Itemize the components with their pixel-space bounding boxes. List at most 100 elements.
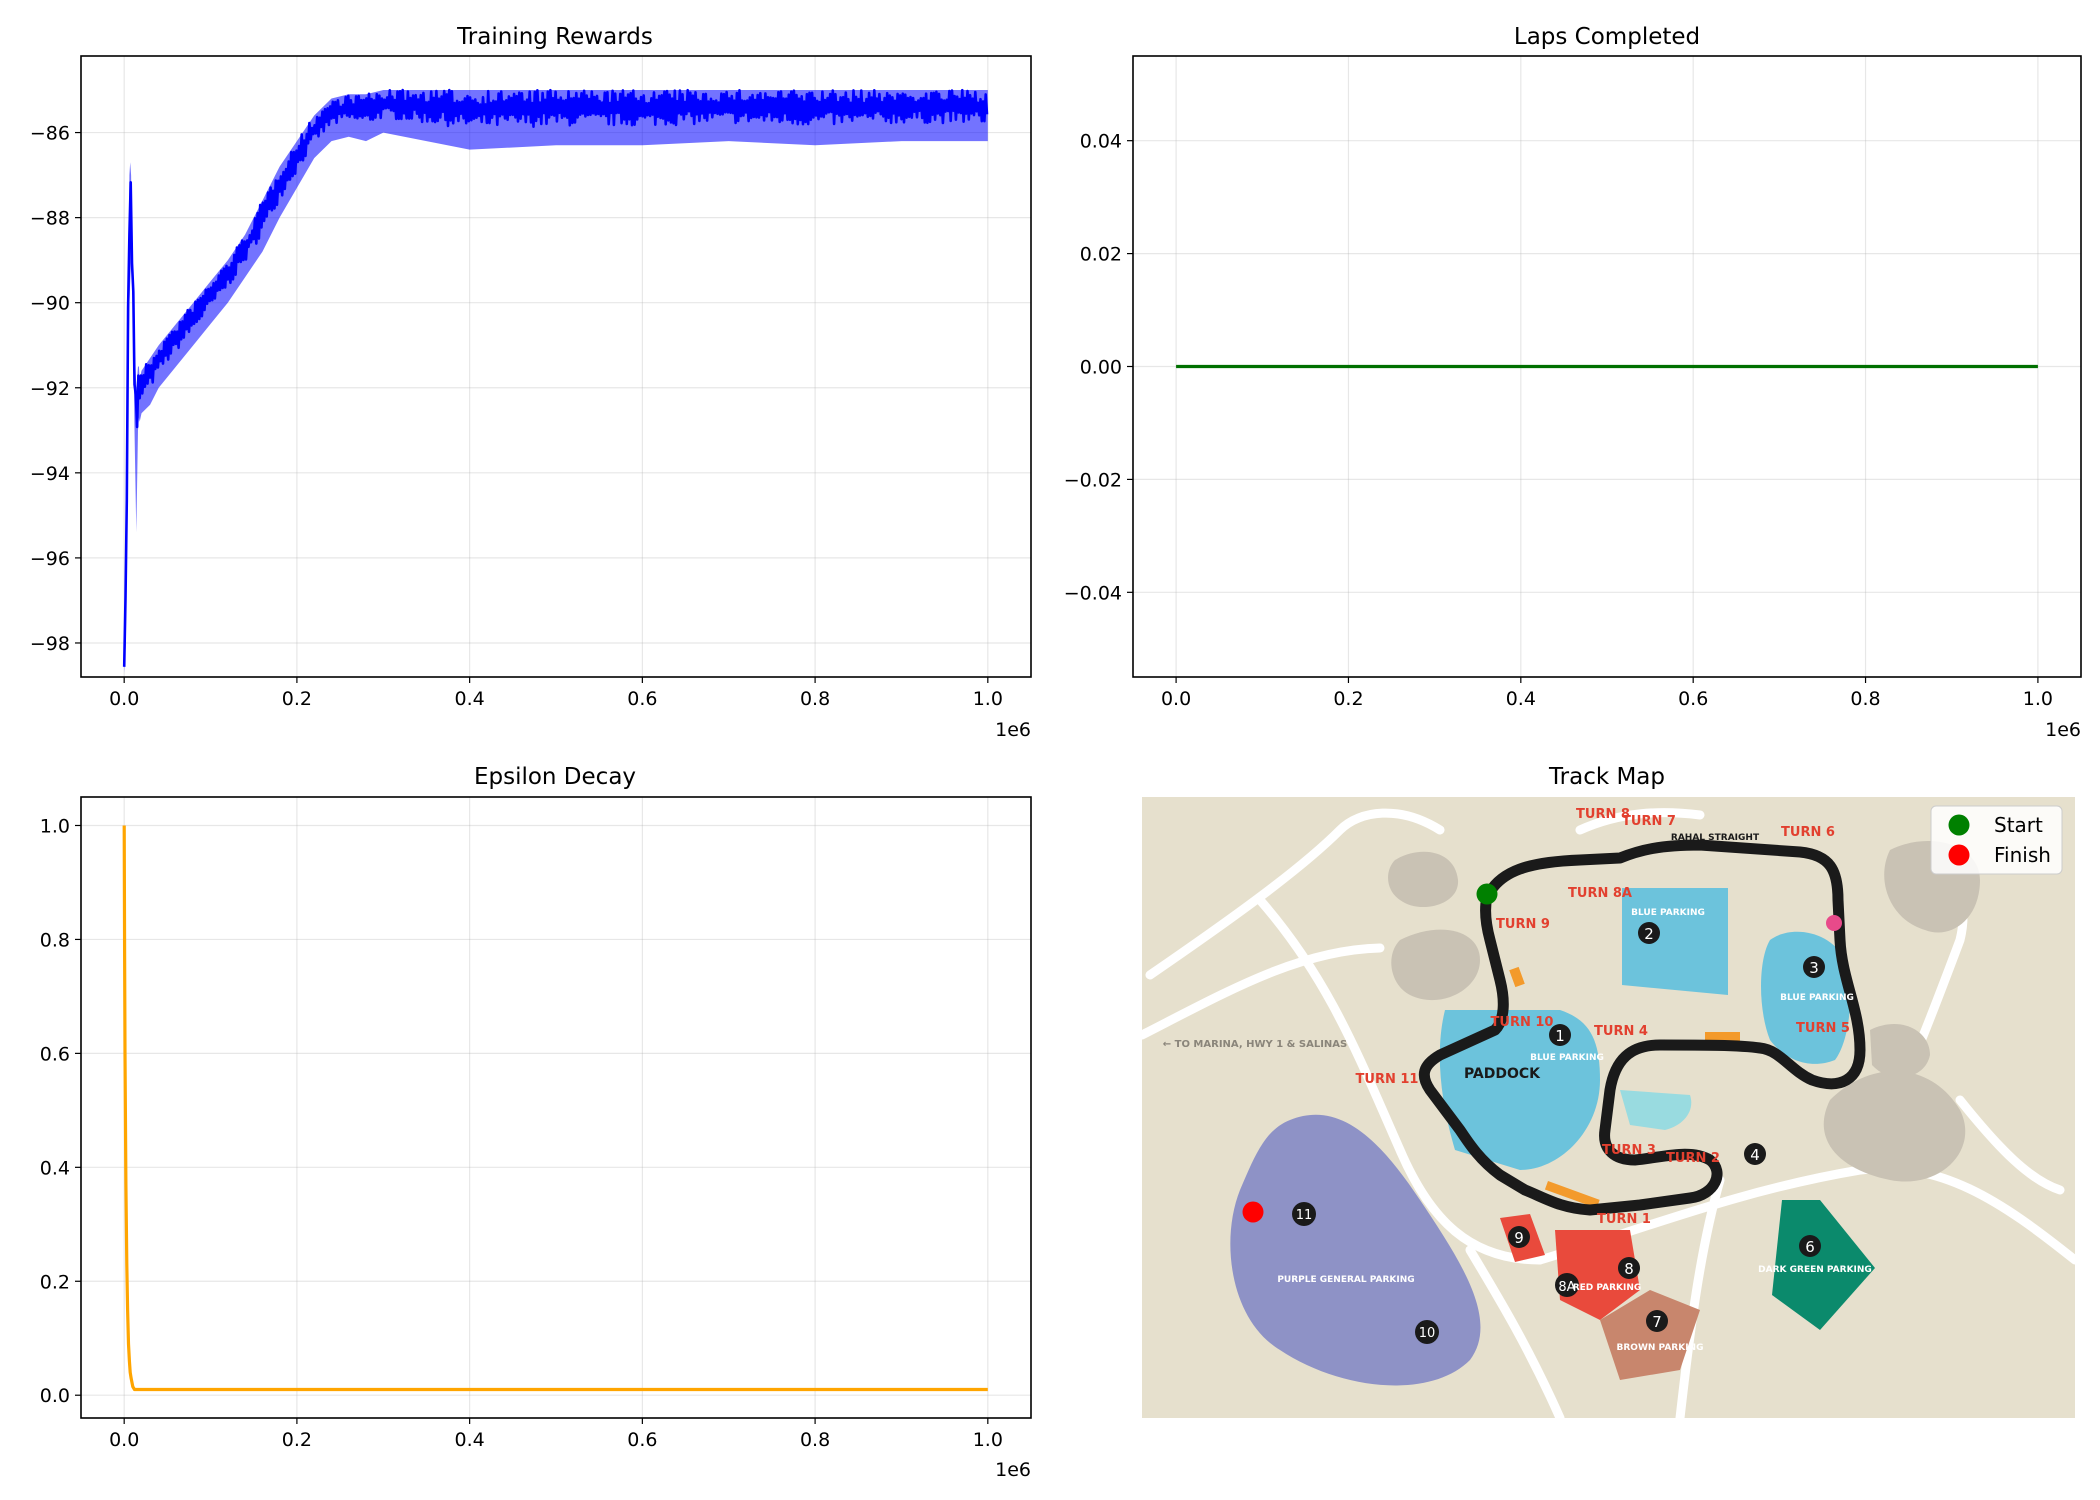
marker-9: 9 [1508, 1226, 1530, 1248]
y-tick-label: 0.0 [40, 1385, 70, 1407]
y-tick-label: −0.04 [1064, 582, 1122, 604]
x-tick-label: 0.0 [109, 1429, 139, 1451]
svg-text:11: 11 [1296, 1208, 1313, 1223]
marker-1: 1 [1549, 1024, 1571, 1046]
axis-ticks: 0.0 0.2 0.4 0.6 0.8 1.0 −0.04 −0.02 0.00 0.02 0.04 [1064, 131, 2053, 710]
y-tick-label: −86 [30, 123, 70, 145]
legend: Start Finish [1930, 805, 2063, 875]
x-tick-label: 0.6 [627, 688, 657, 710]
turn-label: TURN 3 [1602, 1143, 1656, 1158]
x-tick-label: 0.4 [455, 1429, 485, 1451]
x-tick-label: 0.2 [1333, 688, 1363, 710]
turn-label: TURN 11 [1356, 1072, 1419, 1087]
area-labels: BLUE PARKING PADDOCK BLUE PARKING RED PA… [1163, 833, 1872, 1353]
x-offset-label: 1e6 [2045, 719, 2081, 741]
straight-label: RAHAL STRAIGHT [1671, 833, 1760, 843]
y-tick-label: 0.04 [1080, 131, 1122, 153]
area-label: RED PARKING [1573, 1283, 1642, 1293]
legend-finish-label: Finish [1994, 843, 2051, 867]
brown-parking-area [1600, 1290, 1700, 1380]
purple-parking-area [1230, 1114, 1481, 1386]
svg-text:6: 6 [1805, 1238, 1815, 1256]
x-tick-label: 0.0 [1161, 688, 1191, 710]
x-tick-label: 0.6 [1678, 688, 1708, 710]
chart-title: Track Map [1548, 764, 1665, 790]
race-track [1418, 839, 1866, 1216]
y-tick-label: −98 [30, 633, 70, 655]
chart-title: Laps Completed [1514, 24, 1700, 50]
x-tick-label: 0.8 [1850, 688, 1880, 710]
y-tick-label: 0.2 [40, 1271, 70, 1293]
series-line [122, 825, 988, 1392]
track-map-image: 1 2 3 4 6 7 8 8A 9 10 11 TURN 8 TURN 7 T… [1142, 797, 2075, 1418]
turn-label: TURN 7 [1622, 814, 1676, 829]
direction-label: ← TO MARINA, HWY 1 & SALINAS [1163, 1039, 1347, 1050]
area-label: BLUE PARKING [1631, 908, 1705, 918]
marker-8: 8 [1618, 1257, 1640, 1279]
turn-label: TURN 10 [1491, 1015, 1554, 1030]
marker-3: 3 [1803, 956, 1825, 978]
turn-label: TURN 9 [1496, 917, 1550, 932]
x-tick-label: 1.0 [973, 688, 1003, 710]
x-tick-label: 0.4 [455, 688, 485, 710]
turn-label: TURN 1 [1597, 1212, 1651, 1227]
marker-6: 6 [1799, 1235, 1821, 1257]
start-marker [1476, 883, 1498, 905]
marker-11: 11 [1292, 1202, 1316, 1226]
turn-label: TURN 5 [1796, 1021, 1850, 1036]
area-label: DARK GREEN PARKING [1758, 1265, 1872, 1275]
y-tick-label: 0.4 [40, 1157, 70, 1179]
epsilon-decay-panel: Epsilon Decay 0.0 0.2 0.4 0.6 0.8 1.00.00.20.… [40, 764, 1032, 1481]
svg-text:10: 10 [1419, 1326, 1436, 1341]
svg-text:7: 7 [1652, 1313, 1662, 1331]
track-map-panel: Track Map [1142, 764, 2075, 1418]
svg-text:4: 4 [1750, 1146, 1760, 1164]
orange-markers [1509, 966, 1740, 1209]
x-offset-label: 1e6 [995, 1459, 1031, 1481]
svg-text:8: 8 [1624, 1260, 1634, 1278]
axis-ticks: 0.0 0.2 0.4 0.6 0.8 1.0 0.0 0.2 0.4 0.6 0.8 1.0 [40, 815, 1003, 1451]
marker-4: 4 [1744, 1143, 1766, 1165]
area-label: PADDOCK [1464, 1066, 1541, 1082]
grid [81, 56, 1031, 677]
y-tick-label: 0.00 [1080, 357, 1122, 379]
x-tick-label: 0.0 [109, 688, 139, 710]
y-tick-label: 0.02 [1080, 244, 1122, 266]
chart-title: Epsilon Decay [474, 764, 636, 790]
plot-marks [122, 825, 988, 1392]
y-tick-label: 0.8 [40, 929, 70, 951]
y-tick-label: −94 [30, 463, 70, 485]
legend-start-swatch [1948, 814, 1970, 836]
y-tick-label: −90 [30, 293, 70, 315]
training-rewards-panel: Training Rewards 0.0 0.2 0.4 0.6 0.8 1.0 −98 −9… [30, 24, 1032, 741]
x-offset-label: 1e6 [995, 719, 1031, 741]
turn-label: TURN 6 [1781, 825, 1835, 840]
x-tick-label: 0.8 [800, 688, 830, 710]
laps-completed-panel: Laps Completed 0.0 0.2 0.4 0.6 0.8 1.0 −0.04 −0… [1064, 24, 2082, 741]
legend-finish-swatch [1948, 844, 1970, 866]
x-tick-label: 0.2 [282, 1429, 312, 1451]
legend-start-label: Start [1994, 813, 2043, 837]
red-parking-area [1555, 1230, 1640, 1320]
grid [81, 797, 1031, 1418]
y-tick-label: −96 [30, 548, 70, 570]
svg-text:1: 1 [1555, 1027, 1565, 1045]
turn-label: TURN 8 [1576, 807, 1630, 822]
svg-text:3: 3 [1809, 959, 1819, 977]
marker-7: 7 [1646, 1310, 1668, 1332]
x-tick-label: 0.8 [800, 1429, 830, 1451]
finish-marker [1242, 1201, 1264, 1223]
turn-label: TURN 2 [1666, 1151, 1720, 1166]
area-label: BLUE PARKING [1780, 993, 1854, 1003]
series-band [124, 90, 988, 673]
blue-parking-areas [1439, 888, 1851, 1170]
marker-8a: 8A [1555, 1273, 1579, 1297]
x-tick-label: 1.0 [973, 1429, 1003, 1451]
y-tick-label: −88 [30, 208, 70, 230]
marker-10: 10 [1415, 1320, 1439, 1344]
marker-2: 2 [1638, 922, 1660, 944]
plot-marks [122, 88, 989, 673]
pink-marker [1826, 915, 1842, 931]
area-label: BROWN PARKING [1617, 1343, 1704, 1353]
